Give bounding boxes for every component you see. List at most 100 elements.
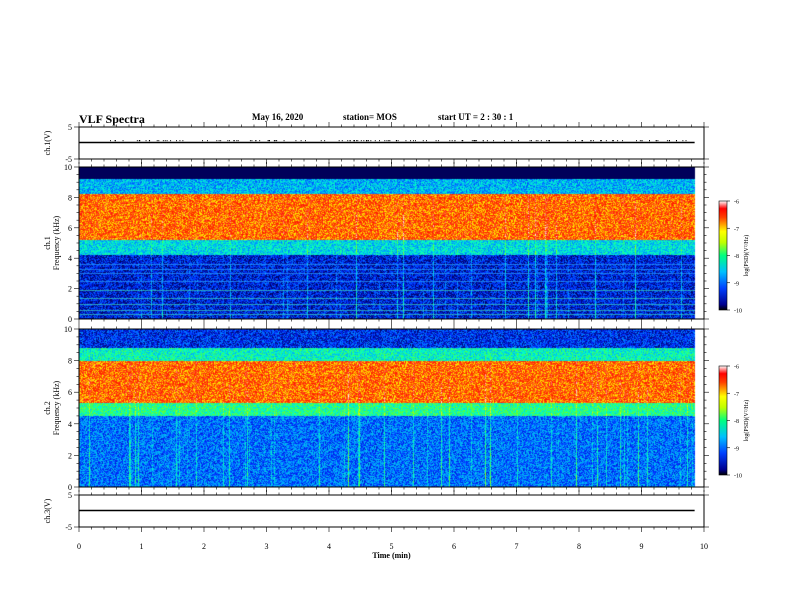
waveform-spike bbox=[202, 140, 203, 142]
waveform-spike bbox=[611, 140, 613, 142]
y-axis-label: ch.3(V) bbox=[43, 498, 52, 523]
y-axis-label: Frequency (kHz) bbox=[52, 215, 61, 270]
waveform-spike bbox=[236, 140, 238, 142]
station-label: station= MOS bbox=[343, 112, 397, 122]
waveform-spike bbox=[255, 140, 257, 142]
waveform-spike bbox=[216, 140, 218, 142]
waveform-spike bbox=[269, 140, 270, 142]
waveform-spike bbox=[267, 140, 269, 142]
colorbar-tick-label: -8 bbox=[734, 419, 739, 425]
waveform-spike bbox=[114, 140, 116, 142]
waveform-spike bbox=[582, 140, 584, 142]
waveform-spike bbox=[537, 140, 539, 142]
waveform-spike bbox=[581, 140, 583, 142]
waveform-spike bbox=[405, 140, 407, 142]
waveform-spike bbox=[412, 140, 414, 142]
waveform-spike bbox=[182, 140, 184, 142]
waveform-spike bbox=[347, 140, 349, 142]
y-tick-label: -5 bbox=[65, 523, 72, 532]
waveform-spike bbox=[149, 140, 151, 142]
waveform-spike bbox=[685, 140, 687, 142]
colorbar-label: log(PSD)(V²/Hz) bbox=[743, 235, 750, 276]
waveform-spike bbox=[207, 140, 208, 142]
waveform-spike bbox=[617, 140, 619, 142]
waveform-spike bbox=[170, 140, 172, 142]
y-tick-label: 5 bbox=[68, 491, 72, 500]
y-axis-label: ch.2 bbox=[43, 401, 52, 415]
waveform-spike bbox=[641, 140, 643, 142]
waveform-spike bbox=[486, 140, 488, 142]
waveform-spike bbox=[540, 140, 542, 142]
waveform-spike bbox=[338, 140, 340, 142]
waveform-spike bbox=[305, 140, 306, 142]
waveform-spike bbox=[353, 140, 355, 142]
waveform-spike bbox=[590, 140, 592, 142]
colorbar-label: log(PSD)(V²/Hz) bbox=[743, 400, 750, 441]
waveform-spike bbox=[435, 140, 437, 142]
waveform-spike bbox=[357, 140, 359, 142]
y-tick-label: 5 bbox=[68, 123, 72, 132]
waveform-spike bbox=[426, 140, 427, 142]
waveform-spike bbox=[384, 140, 386, 142]
waveform-spike bbox=[176, 140, 177, 142]
y-tick-label: -5 bbox=[65, 155, 72, 164]
waveform-spike bbox=[115, 140, 116, 142]
waveform-spike bbox=[549, 140, 550, 142]
waveform-spike bbox=[379, 140, 380, 142]
waveform-spike bbox=[389, 140, 391, 142]
waveform-spike bbox=[138, 140, 140, 142]
y-tick-label: 6 bbox=[68, 388, 72, 397]
waveform-spike bbox=[655, 140, 657, 142]
waveform-spike bbox=[360, 140, 362, 142]
y-axis-label: ch.1(V) bbox=[43, 130, 52, 155]
waveform-spike bbox=[227, 140, 229, 142]
waveform-spike bbox=[122, 140, 124, 142]
x-tick-label: 10 bbox=[700, 542, 708, 551]
colorbar-tick-label: -9 bbox=[734, 446, 739, 452]
waveform-spike bbox=[682, 140, 684, 142]
waveform-spike bbox=[363, 140, 365, 142]
waveform-spike bbox=[370, 140, 372, 142]
waveform-spike bbox=[386, 140, 388, 142]
colorbar-tick-label: -10 bbox=[734, 474, 742, 480]
waveform-spike bbox=[233, 140, 235, 142]
waveform-spike bbox=[575, 140, 576, 142]
waveform-spike bbox=[503, 140, 505, 142]
waveform-spike bbox=[511, 140, 513, 142]
waveform-spike bbox=[473, 140, 475, 142]
waveform-spike bbox=[162, 140, 164, 142]
waveform-spike bbox=[592, 140, 594, 142]
waveform-spike bbox=[274, 140, 275, 142]
spectrogram-ch1 bbox=[79, 167, 704, 319]
waveform-spike bbox=[529, 140, 531, 142]
waveform-spike bbox=[145, 140, 147, 142]
waveform-spike bbox=[354, 140, 355, 142]
waveform-spike bbox=[158, 140, 160, 142]
chart-title: VLF Spectra bbox=[79, 112, 145, 126]
waveform-spike bbox=[410, 140, 412, 142]
waveform-spike bbox=[295, 140, 297, 142]
x-tick-label: 2 bbox=[202, 542, 206, 551]
waveform-spike bbox=[449, 140, 451, 142]
waveform-spike bbox=[233, 140, 235, 142]
waveform-spike bbox=[249, 140, 251, 142]
waveform-spike bbox=[422, 140, 424, 142]
x-tick-label: 3 bbox=[265, 542, 269, 551]
waveform-spike bbox=[259, 140, 261, 142]
waveform-spike bbox=[374, 140, 376, 142]
colorbar-tick-label: -6 bbox=[734, 200, 739, 206]
x-tick-label: 6 bbox=[452, 542, 456, 551]
waveform-spike bbox=[320, 140, 322, 142]
y-tick-label: 0 bbox=[68, 483, 72, 492]
waveform-spike bbox=[164, 140, 166, 142]
waveform-spike bbox=[451, 140, 453, 142]
waveform-spike bbox=[251, 140, 253, 142]
waveform-spike bbox=[341, 140, 343, 142]
y-tick-label: 10 bbox=[64, 163, 72, 172]
waveform-spike bbox=[461, 140, 463, 142]
y-tick-label: 4 bbox=[68, 254, 72, 263]
colorbar-tick-label: -7 bbox=[734, 392, 739, 398]
waveform-spike bbox=[366, 140, 368, 142]
waveform-spike bbox=[396, 140, 398, 142]
